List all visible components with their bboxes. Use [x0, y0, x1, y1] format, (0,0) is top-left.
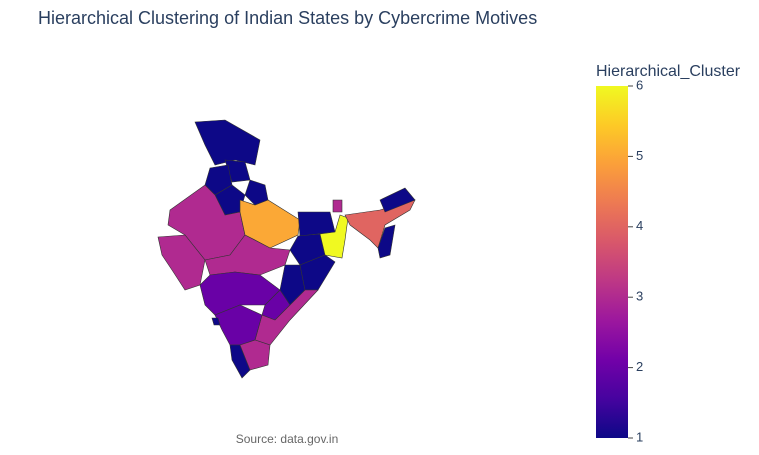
- colorbar-tick-label: 5: [636, 148, 643, 163]
- colorbar-tick-label: 2: [636, 359, 643, 374]
- map: [157, 119, 416, 379]
- region: [194, 119, 261, 166]
- region: [211, 317, 221, 326]
- region: [319, 214, 349, 259]
- colorbar-title: Hierarchical_Cluster: [596, 63, 741, 80]
- colorbar-tick-label: 4: [636, 218, 643, 233]
- region: [229, 344, 251, 379]
- source-note: Source: data.gov.in: [236, 432, 339, 446]
- region: [379, 187, 416, 213]
- colorbar-tick-label: 6: [636, 77, 643, 92]
- region: [239, 199, 301, 249]
- region: [297, 211, 336, 237]
- region: [299, 254, 336, 291]
- region: [239, 339, 271, 371]
- chart-title: Hierarchical Clustering of Indian States…: [38, 8, 537, 28]
- region: [332, 199, 343, 213]
- region: [377, 224, 396, 259]
- region: [344, 199, 416, 249]
- colorbar: [596, 86, 628, 438]
- colorbar-tick-label: 3: [636, 289, 643, 304]
- colorbar-tick-label: 1: [636, 429, 643, 444]
- region: [157, 234, 206, 291]
